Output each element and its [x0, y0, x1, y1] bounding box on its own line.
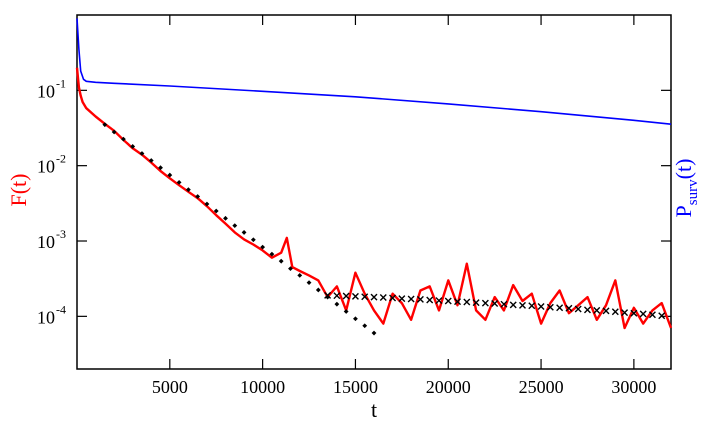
y-tick-label: 10	[37, 157, 55, 177]
y-tick-label: 10	[37, 81, 55, 101]
fit-point-diamond	[241, 230, 247, 235]
fit-point-diamond	[260, 244, 266, 250]
fit-point-diamond	[325, 294, 330, 300]
fit-point-diamond	[371, 330, 377, 336]
x-tick-label: 5000	[152, 377, 188, 397]
fit-point-diamond	[102, 122, 108, 128]
x-tick-label: 25000	[519, 377, 564, 397]
fit-point-diamond	[362, 323, 368, 329]
fit-point-diamond	[232, 223, 238, 229]
fit-point-cross	[398, 295, 406, 303]
fit-point-cross	[361, 293, 369, 301]
fit-point-diamond	[250, 237, 256, 243]
x-tick-label: 10000	[240, 377, 285, 397]
x-axis-ticks: 5000 10000 15000 20000 25000 30000	[152, 15, 656, 397]
fit-point-cross	[342, 292, 350, 300]
y-tick-label: 10	[37, 307, 55, 327]
fit-point-diamond	[306, 280, 312, 286]
y-axis-title-right-main: P	[671, 205, 696, 217]
y-tick-label-exponent: -4	[56, 302, 66, 316]
x-tick-label: 20000	[426, 377, 471, 397]
fit-point-cross	[583, 306, 591, 314]
x-axis-title: t	[371, 397, 377, 421]
fit-point-cross	[500, 300, 508, 308]
fit-point-cross	[509, 301, 517, 309]
fit-point-cross	[519, 301, 526, 309]
fit-point-cross	[463, 298, 471, 306]
fit-point-diamond	[139, 151, 145, 156]
plot-frame	[76, 14, 672, 370]
fit-point-diamond	[315, 287, 321, 293]
fit-point-diamond	[334, 301, 340, 307]
fit-point-diamond	[121, 136, 126, 142]
y-axis-ticks: 10-110-210-310-4	[37, 76, 671, 327]
fit-point-cross	[621, 309, 629, 317]
fit-point-cross	[546, 303, 554, 311]
x-tick-label: 15000	[333, 377, 378, 397]
fit-point-cross	[379, 293, 387, 301]
fit-point-cross	[407, 295, 415, 303]
fit-point-diamond	[269, 251, 275, 257]
fit-point-cross	[416, 295, 424, 303]
fit-point-cross	[611, 308, 619, 316]
y-tick-label: 10	[37, 232, 55, 252]
fit-point-cross	[435, 297, 443, 305]
fit-point-cross	[574, 305, 582, 313]
y-axis-title-right-suffix: (t)	[671, 159, 696, 180]
fit-point-cross	[370, 293, 378, 301]
y-tick-label-exponent: -2	[56, 152, 66, 166]
fit-point-cross	[556, 304, 564, 312]
fit-point-diamond	[158, 165, 163, 171]
fit-point-diamond	[167, 172, 173, 178]
plot-area	[75, 18, 673, 336]
fit-point-cross	[426, 296, 434, 304]
fit-point-cross	[472, 299, 480, 307]
y-axis-title-right-subscript: surv	[685, 179, 701, 205]
fit-point-cross	[444, 297, 452, 305]
fit-point-diamond	[223, 215, 228, 221]
y-axis-title-right: Psurv(t)	[671, 159, 701, 218]
fit-point-diamond	[297, 272, 303, 278]
fit-point-diamond	[148, 158, 154, 163]
fit-point-diamond	[288, 266, 293, 272]
fit-point-diamond	[185, 187, 191, 193]
y-tick-label-exponent: -3	[56, 227, 66, 241]
series-line-P	[76, 18, 672, 125]
fit-point-cross	[351, 292, 359, 300]
fit-point-cross	[639, 310, 647, 318]
fit-point-cross	[454, 298, 462, 306]
fit-point-cross	[658, 312, 666, 320]
fit-point-cross	[630, 309, 638, 317]
fit-point-cross	[324, 291, 332, 299]
fit-point-diamond	[343, 309, 349, 314]
fit-point-diamond	[130, 144, 136, 149]
fit-point-diamond	[213, 208, 219, 214]
y-tick-label-exponent: -1	[56, 76, 66, 90]
fit-point-cross	[491, 300, 499, 308]
fit-point-diamond	[176, 179, 182, 185]
y-axis-title-left: F(t)	[6, 174, 31, 207]
fit-point-cross	[593, 306, 601, 314]
fit-point-cross	[602, 307, 610, 315]
fit-point-diamond	[353, 316, 358, 322]
fit-point-diamond	[111, 129, 117, 135]
x-tick-label: 30000	[611, 377, 656, 397]
fit-point-cross	[389, 294, 397, 302]
fit-point-diamond	[195, 194, 201, 199]
fit-point-cross	[648, 311, 656, 319]
fit-point-cross	[565, 304, 573, 312]
fit-point-diamond	[204, 201, 210, 207]
fit-point-diamond	[278, 258, 284, 264]
fit-point-cross	[333, 292, 341, 300]
fit-point-cross	[528, 302, 536, 310]
fit-point-cross	[537, 303, 545, 311]
fit-point-cross	[481, 299, 489, 307]
series-line-F	[75, 67, 673, 330]
